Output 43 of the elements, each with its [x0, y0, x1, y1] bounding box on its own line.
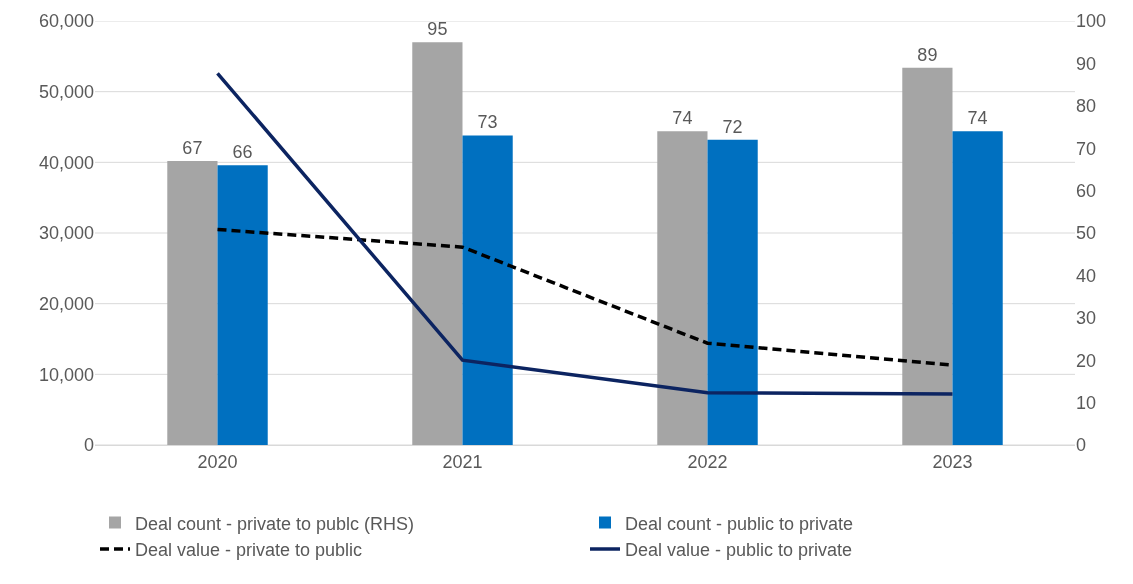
y-tick-label: 40,000 — [38, 152, 94, 173]
line-series — [215, 71, 955, 396]
bar — [462, 135, 513, 445]
x-tick-label: 2022 — [687, 451, 728, 472]
x-tick-label: 2023 — [932, 451, 973, 472]
bar — [657, 131, 708, 445]
bar — [902, 67, 953, 445]
data-label: 95 — [427, 19, 448, 40]
y-tick-label: 60,000 — [38, 11, 94, 32]
data-label: 67 — [182, 137, 203, 158]
y2-tick-label: 90 — [1076, 53, 1097, 74]
data-label: 89 — [917, 44, 938, 65]
y2-tick-label: 20 — [1076, 350, 1097, 371]
bar — [412, 42, 463, 445]
legend-label: Deal value - private to public — [135, 539, 363, 560]
data-label: 73 — [477, 112, 498, 133]
bar — [952, 131, 1003, 445]
data-label: 72 — [722, 116, 743, 137]
y-tick-label: 20,000 — [38, 293, 94, 314]
legend-label: Deal value - public to private — [625, 539, 853, 560]
y-tick-label: 50,000 — [38, 81, 94, 102]
y2-tick-label: 0 — [1076, 435, 1087, 456]
bar — [217, 165, 268, 445]
y2-tick-label: 70 — [1076, 138, 1097, 159]
y2-tick-label: 100 — [1076, 11, 1107, 32]
data-label: 74 — [967, 108, 988, 129]
y2-tick-label: 40 — [1076, 265, 1097, 286]
legend-label: Deal count - private to publc (RHS) — [135, 513, 415, 534]
y2-tick-label: 80 — [1076, 96, 1097, 117]
data-label: 74 — [672, 108, 693, 129]
x-tick-label: 2021 — [442, 451, 483, 472]
data-label: 66 — [232, 142, 253, 163]
y2-tick-label: 50 — [1076, 223, 1097, 244]
legend-label: Deal count - public to private — [625, 513, 854, 534]
bar — [167, 160, 218, 445]
y2-tick-label: 10 — [1076, 392, 1097, 413]
y-tick-label: 30,000 — [38, 223, 94, 244]
bar — [707, 139, 758, 445]
y2-tick-label: 60 — [1076, 180, 1097, 201]
y-tick-label: 10,000 — [38, 364, 94, 385]
y-tick-label: 0 — [83, 435, 94, 456]
y2-tick-label: 30 — [1076, 308, 1097, 329]
x-tick-label: 2020 — [197, 451, 238, 472]
